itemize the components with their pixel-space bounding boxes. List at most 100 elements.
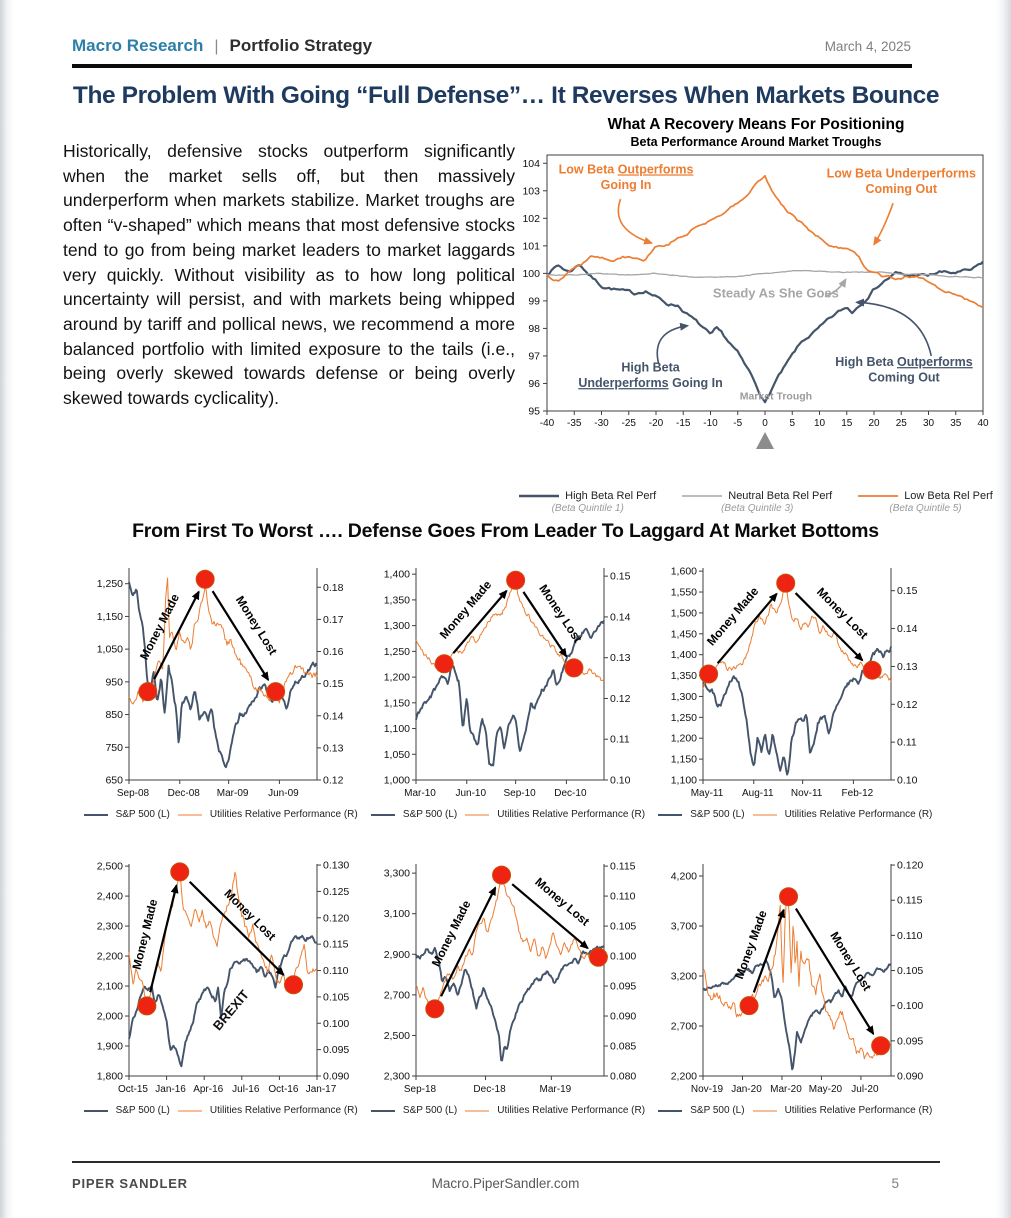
legend-line-sample	[83, 1109, 108, 1112]
money-arrow-label: Money Lost	[233, 593, 280, 657]
mini-chart-legend: S&P 500 (L) Utilities Relative Performanc…	[370, 1105, 645, 1116]
svg-text:Jan-20: Jan-20	[732, 1084, 763, 1095]
money-arrow-label: Money Lost	[532, 875, 592, 929]
svg-text:10: 10	[814, 418, 826, 429]
red-dot-marker	[425, 999, 445, 1019]
mini-chart-4: 2,500 2,400 2,300 2,200 2,100 2,000 1,900 1,800…	[82, 852, 359, 1116]
svg-text:2,300: 2,300	[96, 921, 122, 933]
mini-chart-grid: 1,250 1,150 1,050 950 850 750 650 0.18 0.17 0.16 0…	[82, 556, 934, 1116]
svg-text:1,300: 1,300	[671, 691, 697, 703]
svg-text:2,400: 2,400	[96, 891, 122, 903]
svg-text:0.090: 0.090	[323, 1071, 349, 1083]
svg-text:1,900: 1,900	[96, 1041, 122, 1053]
svg-text:Dec-08: Dec-08	[167, 788, 200, 799]
svg-text:30: 30	[923, 418, 935, 429]
svg-text:0.105: 0.105	[323, 991, 349, 1003]
red-dot-marker	[776, 573, 796, 593]
svg-text:Sep-08: Sep-08	[117, 788, 150, 799]
legend-line-sample	[658, 813, 683, 816]
mini-chart-svg: 3,300 3,100 2,900 2,700 2,500 2,300 0.115 0.110…	[384, 861, 637, 1095]
svg-text:0.12: 0.12	[610, 693, 631, 705]
svg-text:0.18: 0.18	[323, 582, 344, 594]
svg-text:Jul-16: Jul-16	[232, 1084, 260, 1095]
svg-text:-10: -10	[703, 418, 718, 429]
svg-text:0.10: 0.10	[610, 775, 631, 787]
svg-text:Sep-10: Sep-10	[503, 788, 536, 799]
legend-label: Neutral Beta Rel Perf	[728, 490, 833, 502]
legend-line-sample	[177, 1110, 202, 1111]
masthead-brand: Macro Research	[72, 36, 204, 55]
svg-text:0.16: 0.16	[323, 646, 344, 658]
svg-text:Mar-20: Mar-20	[770, 1084, 802, 1095]
legend-line-sample	[370, 813, 395, 816]
beta-chart-plot: 104 103 102 101 100 99 98 97 96 95 -40 -35 -30 -25 -20…	[517, 149, 995, 490]
legend-label: Utilities Relative Performance (R)	[497, 809, 646, 820]
svg-text:0.13: 0.13	[610, 652, 631, 664]
svg-text:0.095: 0.095	[610, 981, 636, 993]
svg-text:0.095: 0.095	[897, 1035, 923, 1047]
legend-line-sample	[752, 814, 777, 815]
beta-chart-title: What A Recovery Means For Positioning	[607, 116, 905, 133]
svg-text:0.15: 0.15	[610, 571, 631, 583]
red-dot-marker	[265, 682, 285, 702]
footer-rule	[72, 1161, 940, 1163]
svg-text:95: 95	[528, 406, 540, 418]
svg-text:-15: -15	[676, 418, 691, 429]
section-title: From First To Worst …. Defense Goes From…	[132, 520, 879, 542]
mini-chart-3: 1,600 1,550 1,500 1,450 1,400 1,350 1,300 1,250…	[657, 556, 934, 820]
svg-text:750: 750	[105, 742, 123, 754]
svg-text:May-20: May-20	[809, 1084, 843, 1095]
svg-text:103: 103	[522, 185, 540, 197]
svg-text:0.14: 0.14	[323, 710, 344, 722]
svg-text:-5: -5	[733, 418, 742, 429]
header-rule	[72, 64, 912, 68]
legend-label: High Beta Rel Perf	[565, 490, 657, 502]
mini-chart-5: 3,300 3,100 2,900 2,700 2,500 2,300 0.115 0.110…	[369, 852, 646, 1116]
mini-chart-svg: 1,600 1,550 1,500 1,450 1,400 1,350 1,300 1,250…	[671, 566, 918, 799]
svg-text:102: 102	[522, 213, 540, 225]
legend-label: Utilities Relative Performance (R)	[784, 1105, 933, 1116]
svg-text:1,000: 1,000	[384, 775, 410, 787]
masthead-divider: |	[214, 38, 219, 55]
footer-page-number: 5	[891, 1176, 899, 1191]
svg-text:0.115: 0.115	[323, 939, 349, 951]
red-dot-marker	[871, 1036, 891, 1056]
mini-chart-svg: 4,200 3,700 3,200 2,700 2,200 0.120 0.115 0.110…	[671, 860, 924, 1095]
svg-text:Dec-10: Dec-10	[554, 788, 587, 799]
mini-chart-1: 1,250 1,150 1,050 950 850 750 650 0.18 0.17 0.16 0…	[82, 556, 359, 820]
legend-label: S&P 500 (L)	[690, 809, 745, 820]
mini-chart-legend: S&P 500 (L) Utilities Relative Performanc…	[658, 809, 932, 820]
red-dot-marker	[779, 887, 799, 907]
svg-text:3,100: 3,100	[384, 908, 410, 920]
legend-line-sample	[682, 495, 723, 497]
masthead-section: Portfolio Strategy	[229, 36, 373, 55]
svg-text:0.12: 0.12	[323, 775, 344, 787]
legend-line-sample	[658, 1109, 683, 1112]
svg-text:0.105: 0.105	[610, 921, 636, 933]
svg-text:1,800: 1,800	[96, 1071, 122, 1083]
svg-text:2,200: 2,200	[671, 1071, 697, 1083]
mini-chart-svg: 1,250 1,150 1,050 950 850 750 650 0.18 0.17 0.16 0…	[96, 568, 344, 799]
red-dot-marker	[506, 570, 526, 590]
money-arrow-label: Money Lost	[536, 582, 585, 645]
svg-text:1,300: 1,300	[384, 620, 410, 632]
beta-annotation-low_in: Going In	[601, 178, 652, 192]
mini-chart-legend: S&P 500 (L) Utilities Relative Performanc…	[83, 809, 358, 820]
red-dot-marker	[588, 947, 608, 967]
legend-sublabel: (Beta Quintile 5)	[889, 503, 962, 514]
report-date: March 4, 2025	[824, 39, 911, 54]
svg-text:0.100: 0.100	[897, 1000, 923, 1012]
svg-text:850: 850	[105, 709, 123, 721]
svg-text:2,200: 2,200	[96, 951, 122, 963]
red-dot-marker	[739, 996, 759, 1016]
legend-label: S&P 500 (L)	[115, 809, 170, 820]
svg-text:1,200: 1,200	[671, 733, 697, 745]
red-dot-marker	[137, 996, 157, 1016]
red-dot-marker	[169, 862, 189, 882]
svg-text:99: 99	[528, 295, 540, 307]
svg-text:650: 650	[105, 775, 123, 787]
beta-legend-item: Neutral Beta Rel Perf (Beta Quintile 3)	[682, 490, 832, 514]
red-dot-marker	[699, 664, 719, 684]
mini-chart-legend: S&P 500 (L) Utilities Relative Performanc…	[658, 1105, 932, 1116]
